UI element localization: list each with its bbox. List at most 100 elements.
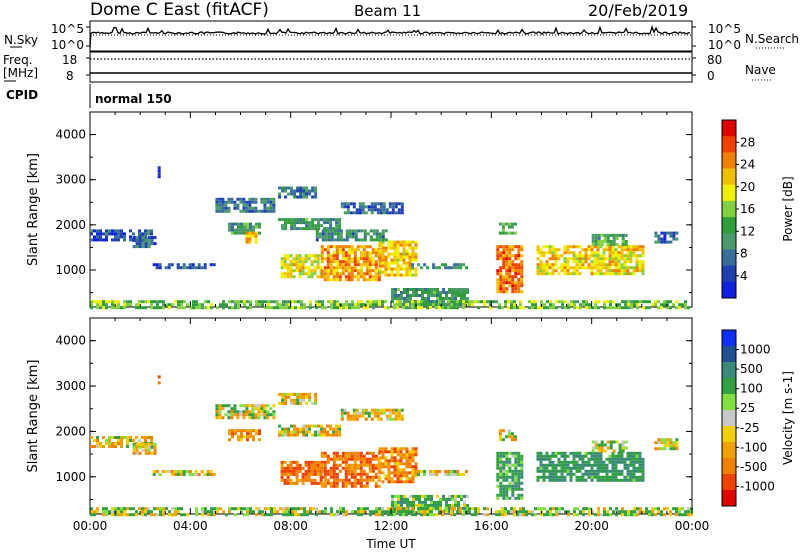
- data-cell: [102, 436, 105, 439]
- data-cell: [603, 443, 607, 447]
- data-cell: [347, 275, 351, 279]
- data-cell: [114, 513, 117, 517]
- data-cell: [663, 507, 666, 511]
- data-cell: [426, 266, 430, 270]
- data-cell: [669, 306, 672, 310]
- data-cell: [90, 306, 93, 310]
- data-cell: [156, 303, 159, 307]
- data-cell: [636, 306, 639, 310]
- data-cell: [402, 255, 406, 259]
- data-cell: [371, 260, 375, 264]
- data-cell: [629, 451, 633, 455]
- data-cell: [499, 275, 503, 279]
- data-cell: [105, 229, 108, 233]
- data-cell: [675, 510, 678, 514]
- data-cell: [393, 471, 397, 475]
- data-cell: [590, 457, 594, 461]
- data-cell: [582, 513, 585, 517]
- data-cell: [203, 263, 207, 267]
- data-cell: [453, 263, 457, 267]
- data-cell: [495, 300, 498, 304]
- data-cell: [621, 449, 625, 453]
- data-cell: [396, 477, 400, 481]
- data-cell: [528, 306, 531, 310]
- data-cell: [635, 257, 639, 261]
- data-cell: [302, 424, 306, 428]
- data-cell: [213, 513, 216, 517]
- data-cell: [335, 484, 339, 488]
- data-cell: [254, 231, 258, 235]
- data-cell: [594, 446, 598, 450]
- data-cell: [356, 269, 360, 273]
- data-cell: [369, 510, 372, 514]
- data-cell: [522, 513, 525, 517]
- data-cell: [354, 238, 358, 242]
- data-cell: [412, 497, 415, 501]
- data-cell: [332, 430, 336, 434]
- data-cell: [338, 454, 342, 458]
- data-cell: [675, 300, 678, 304]
- data-cell: [636, 303, 639, 307]
- data-cell: [414, 270, 418, 274]
- data-cell: [638, 254, 642, 258]
- data-cell: [225, 513, 228, 517]
- data-cell: [448, 494, 451, 498]
- data-cell: [606, 513, 609, 517]
- data-cell: [333, 229, 337, 233]
- data-cell: [182, 470, 186, 473]
- data-cell: [360, 510, 363, 514]
- data-cell: [511, 451, 515, 455]
- data-cell: [390, 270, 394, 274]
- data-cell: [376, 411, 380, 415]
- data-cell: [390, 480, 394, 484]
- data-cell: [560, 472, 564, 476]
- data-cell: [96, 235, 99, 239]
- data-cell: [454, 503, 457, 507]
- data-cell: [611, 254, 615, 258]
- data-cell: [511, 487, 515, 491]
- data-cell: [632, 254, 636, 258]
- data-cell: [355, 208, 359, 212]
- velocity-colorbar-label: -1000: [740, 479, 775, 493]
- data-cell: [441, 513, 444, 517]
- data-cell: [218, 404, 222, 408]
- data-cell: [505, 287, 509, 291]
- data-cell: [111, 229, 114, 233]
- data-cell: [228, 306, 231, 310]
- data-cell: [508, 466, 512, 470]
- data-cell: [617, 454, 621, 458]
- data-cell: [576, 300, 579, 304]
- data-cell: [323, 466, 327, 470]
- data-cell: [406, 297, 409, 300]
- data-cell: [305, 427, 309, 431]
- data-cell: [306, 513, 309, 517]
- data-cell: [144, 451, 148, 455]
- data-cell: [371, 466, 375, 470]
- data-cell: [575, 454, 579, 458]
- power-region: [152, 263, 216, 270]
- data-cell: [167, 263, 171, 267]
- data-cell: [326, 457, 330, 461]
- velocity-ytick-label: 1000: [55, 470, 86, 484]
- data-cell: [365, 272, 369, 276]
- data-cell: [246, 432, 249, 436]
- data-cell: [141, 442, 145, 446]
- data-cell: [563, 266, 567, 270]
- data-cell: [617, 457, 621, 461]
- data-cell: [549, 510, 552, 514]
- data-cell: [384, 270, 388, 274]
- data-cell: [397, 411, 401, 415]
- data-cell: [258, 231, 261, 235]
- data-cell: [645, 306, 648, 310]
- data-cell: [414, 447, 418, 451]
- data-cell: [329, 272, 333, 276]
- data-cell: [409, 506, 412, 510]
- data-cell: [324, 507, 327, 511]
- data-cell: [345, 300, 348, 304]
- data-cell: [310, 472, 314, 476]
- data-cell: [335, 266, 339, 270]
- data-cell: [459, 263, 463, 267]
- data-cell: [353, 460, 357, 464]
- data-cell: [378, 303, 381, 307]
- data-cell: [609, 233, 613, 237]
